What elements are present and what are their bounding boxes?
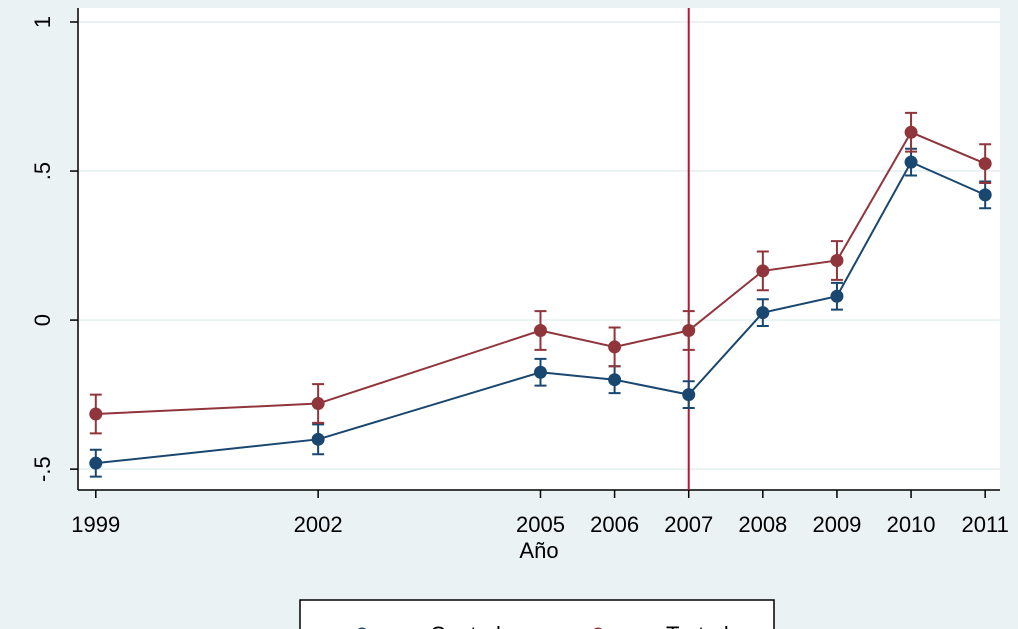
marker (682, 324, 696, 338)
marker (533, 324, 547, 338)
legend-label: Tratado (666, 622, 741, 629)
x-axis-label: Año (519, 538, 558, 563)
x-tick-label: 2005 (516, 512, 565, 537)
x-tick-label: 1999 (71, 512, 120, 537)
x-tick-label: 2010 (887, 512, 936, 537)
marker (830, 289, 844, 303)
marker (89, 407, 103, 421)
marker (756, 264, 770, 278)
legend-box (299, 599, 775, 629)
x-tick-label: 2011 (962, 512, 1009, 537)
marker (682, 388, 696, 402)
y-tick-label: .5 (30, 162, 55, 180)
marker (608, 373, 622, 387)
marker (311, 397, 325, 411)
y-tick-label: 1 (30, 16, 55, 28)
marker (89, 456, 103, 470)
x-tick-label: 2002 (294, 512, 343, 537)
plot-area (78, 8, 1000, 490)
marker (533, 365, 547, 379)
x-tick-label: 2008 (738, 512, 787, 537)
marker (904, 125, 918, 139)
y-tick-label: 0 (30, 314, 55, 326)
x-tick-label: 2007 (664, 512, 713, 537)
marker (978, 157, 992, 171)
y-tick-label: -.5 (30, 456, 55, 482)
marker (904, 155, 918, 169)
marker (311, 432, 325, 446)
marker (608, 340, 622, 354)
marker (830, 253, 844, 267)
marker (756, 306, 770, 320)
x-tick-label: 2006 (590, 512, 639, 537)
legend-label: Control (430, 622, 501, 629)
marker (978, 188, 992, 202)
x-tick-label: 2009 (812, 512, 861, 537)
